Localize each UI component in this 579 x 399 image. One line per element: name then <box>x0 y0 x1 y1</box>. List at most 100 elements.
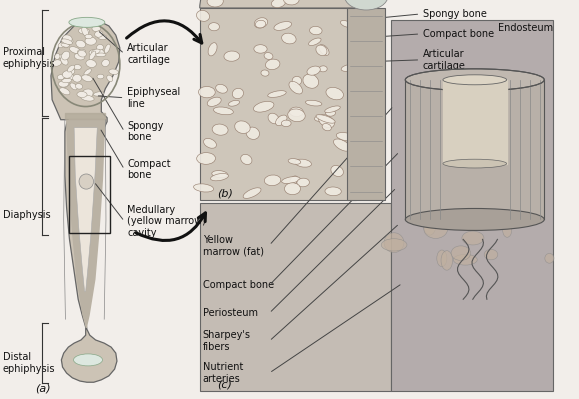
Ellipse shape <box>74 53 85 60</box>
Ellipse shape <box>264 53 273 59</box>
Ellipse shape <box>284 183 301 195</box>
Ellipse shape <box>62 78 72 83</box>
Text: Nutrient
arteries: Nutrient arteries <box>203 362 243 384</box>
Ellipse shape <box>443 75 507 85</box>
FancyBboxPatch shape <box>200 8 356 199</box>
Ellipse shape <box>97 74 104 79</box>
Ellipse shape <box>284 0 299 5</box>
Ellipse shape <box>341 65 356 71</box>
Ellipse shape <box>224 51 240 61</box>
Ellipse shape <box>254 101 274 112</box>
Ellipse shape <box>281 33 296 44</box>
Ellipse shape <box>306 100 322 106</box>
Ellipse shape <box>57 75 64 80</box>
Ellipse shape <box>254 45 267 53</box>
Ellipse shape <box>109 69 118 75</box>
Ellipse shape <box>97 49 104 56</box>
Ellipse shape <box>322 124 331 131</box>
Ellipse shape <box>107 75 113 82</box>
Ellipse shape <box>208 23 219 31</box>
Ellipse shape <box>78 50 86 57</box>
Ellipse shape <box>60 88 70 95</box>
Ellipse shape <box>212 171 228 178</box>
Ellipse shape <box>288 158 301 164</box>
Ellipse shape <box>58 81 68 87</box>
Ellipse shape <box>325 106 340 113</box>
Text: (c): (c) <box>217 380 232 390</box>
Ellipse shape <box>241 154 252 164</box>
Ellipse shape <box>64 40 69 44</box>
Ellipse shape <box>441 251 453 270</box>
Ellipse shape <box>60 79 70 88</box>
Ellipse shape <box>61 39 72 44</box>
Ellipse shape <box>267 91 286 97</box>
Ellipse shape <box>405 69 544 91</box>
Ellipse shape <box>254 18 267 28</box>
Ellipse shape <box>77 91 87 97</box>
Ellipse shape <box>208 43 217 56</box>
Ellipse shape <box>451 246 471 261</box>
Ellipse shape <box>345 0 388 10</box>
Ellipse shape <box>55 53 60 59</box>
Ellipse shape <box>204 138 217 148</box>
FancyBboxPatch shape <box>391 20 553 391</box>
Ellipse shape <box>97 44 104 50</box>
Ellipse shape <box>314 116 325 121</box>
Text: Sharpey's
fibers: Sharpey's fibers <box>203 330 251 352</box>
Ellipse shape <box>59 53 69 59</box>
Ellipse shape <box>61 43 69 47</box>
Ellipse shape <box>292 76 302 85</box>
Text: Yellow
marrow (fat): Yellow marrow (fat) <box>203 235 263 256</box>
Ellipse shape <box>255 20 266 28</box>
Ellipse shape <box>64 71 74 79</box>
Ellipse shape <box>197 152 215 164</box>
Polygon shape <box>74 128 97 291</box>
Ellipse shape <box>229 100 240 106</box>
Ellipse shape <box>276 115 287 126</box>
Ellipse shape <box>297 178 309 187</box>
Ellipse shape <box>384 233 404 253</box>
Ellipse shape <box>424 216 436 235</box>
Ellipse shape <box>97 34 107 40</box>
Text: Articular
cartilage: Articular cartilage <box>423 49 466 71</box>
Ellipse shape <box>82 89 93 98</box>
Ellipse shape <box>214 107 233 115</box>
Text: Articular
cartilage: Articular cartilage <box>127 43 170 65</box>
Ellipse shape <box>68 69 75 75</box>
Ellipse shape <box>453 255 477 265</box>
Text: Distal
ephiphysis: Distal ephiphysis <box>3 352 56 374</box>
Ellipse shape <box>92 26 101 32</box>
Text: Compact
bone: Compact bone <box>127 159 171 180</box>
Ellipse shape <box>82 27 89 36</box>
Ellipse shape <box>316 45 327 55</box>
Text: Compact bone: Compact bone <box>423 29 494 39</box>
Ellipse shape <box>246 127 259 139</box>
FancyBboxPatch shape <box>200 203 391 391</box>
Ellipse shape <box>58 42 65 48</box>
Text: Compact bone: Compact bone <box>203 280 274 290</box>
Ellipse shape <box>79 28 90 34</box>
Ellipse shape <box>316 115 335 123</box>
Text: Epiphyseal
line: Epiphyseal line <box>127 87 181 109</box>
Text: Periosteum: Periosteum <box>203 308 258 318</box>
Ellipse shape <box>70 83 77 90</box>
Ellipse shape <box>76 40 86 48</box>
Text: Proximal
ephiphysis: Proximal ephiphysis <box>3 47 56 69</box>
Ellipse shape <box>75 83 83 89</box>
Ellipse shape <box>405 208 544 230</box>
Ellipse shape <box>196 10 210 21</box>
Ellipse shape <box>310 26 322 35</box>
Ellipse shape <box>272 0 285 8</box>
Ellipse shape <box>199 87 215 98</box>
Ellipse shape <box>89 49 103 57</box>
Ellipse shape <box>74 354 102 366</box>
Text: (b): (b) <box>217 188 233 198</box>
Ellipse shape <box>79 174 93 189</box>
Ellipse shape <box>212 124 228 135</box>
Ellipse shape <box>207 97 221 107</box>
Ellipse shape <box>281 177 300 184</box>
Ellipse shape <box>281 120 291 126</box>
Ellipse shape <box>234 121 250 133</box>
Ellipse shape <box>325 187 341 196</box>
Ellipse shape <box>334 139 350 151</box>
